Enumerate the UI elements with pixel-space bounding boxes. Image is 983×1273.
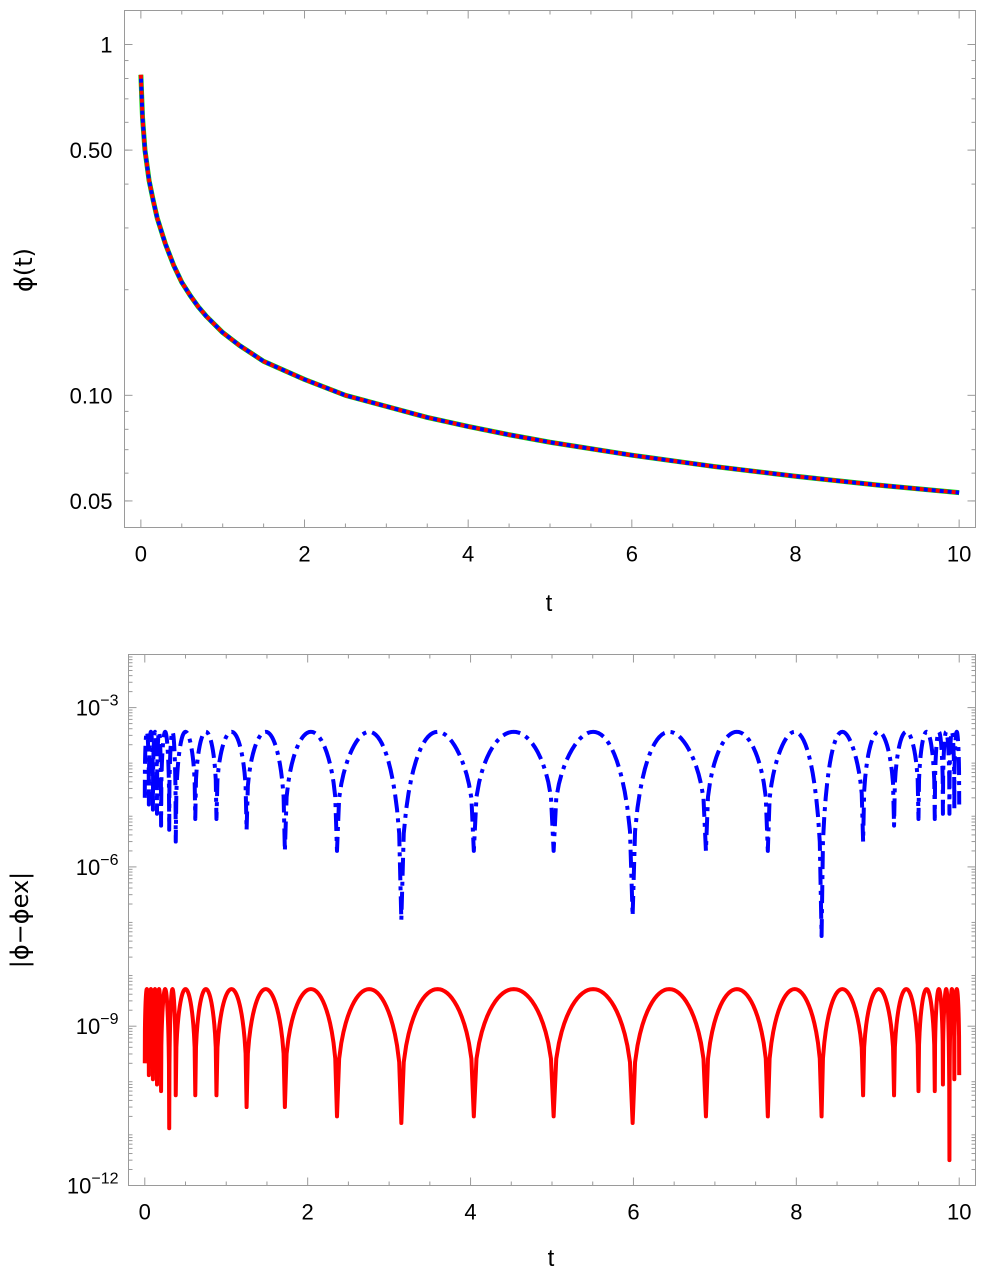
bottom-x-tick-label: 8 (790, 1200, 802, 1225)
top-ticks: 0 2 4 6 8 10 1 0.50 0.10 0.05 (70, 10, 976, 567)
top-series-line-1 (138, 74, 960, 496)
top-y-tick-label: 1 (100, 32, 112, 57)
top-y-tick-label: 0.10 (70, 383, 113, 408)
bottom-y-tick-label: 10−3 (76, 693, 119, 721)
bottom-chart: 0 2 4 6 8 10 10−3 10−6 10−9 10−12 t |ϕ−ϕex| (6, 654, 976, 1272)
top-y-tick-label: 0.05 (70, 489, 113, 514)
bottom-series-line-1 (142, 729, 962, 938)
top-y-tick-label: 0.50 (70, 138, 113, 163)
bottom-y-tick-label: 10−9 (76, 1011, 119, 1039)
bottom-x-tick-label: 10 (947, 1200, 971, 1225)
top-y-axis-label: ϕ(t) (10, 248, 38, 292)
bottom-x-tick-label: 4 (464, 1200, 476, 1225)
bottom-ticks: 0 2 4 6 8 10 10−3 10−6 10−9 10−12 (67, 654, 976, 1225)
bottom-y-tick-label: 10−6 (76, 852, 119, 880)
bottom-x-tick-label: 0 (139, 1200, 151, 1225)
top-x-tick-label: 6 (626, 542, 638, 567)
top-x-tick-label: 10 (947, 542, 971, 567)
bottom-x-tick-label: 2 (302, 1200, 314, 1225)
top-x-tick-label: 4 (462, 542, 474, 567)
top-x-tick-label: 8 (789, 542, 801, 567)
bottom-x-axis-label: t (548, 1245, 555, 1272)
bottom-y-axis-label: |ϕ−ϕex| (6, 872, 34, 969)
top-series-line-2 (138, 74, 960, 495)
bottom-series (142, 729, 962, 1163)
top-series-line-3 (138, 74, 960, 495)
top-x-tick-label: 0 (135, 542, 147, 567)
bottom-x-tick-label: 6 (627, 1200, 639, 1225)
bottom-y-tick-label: 10−12 (67, 1171, 119, 1199)
bottom-series-line-2 (142, 987, 962, 1163)
top-plot-frame (124, 10, 976, 528)
top-series (138, 74, 960, 496)
top-x-tick-label: 2 (298, 542, 310, 567)
top-chart: 0 2 4 6 8 10 1 0.50 0.10 0.05 t ϕ(t) (10, 10, 976, 617)
top-x-axis-label: t (546, 590, 553, 617)
